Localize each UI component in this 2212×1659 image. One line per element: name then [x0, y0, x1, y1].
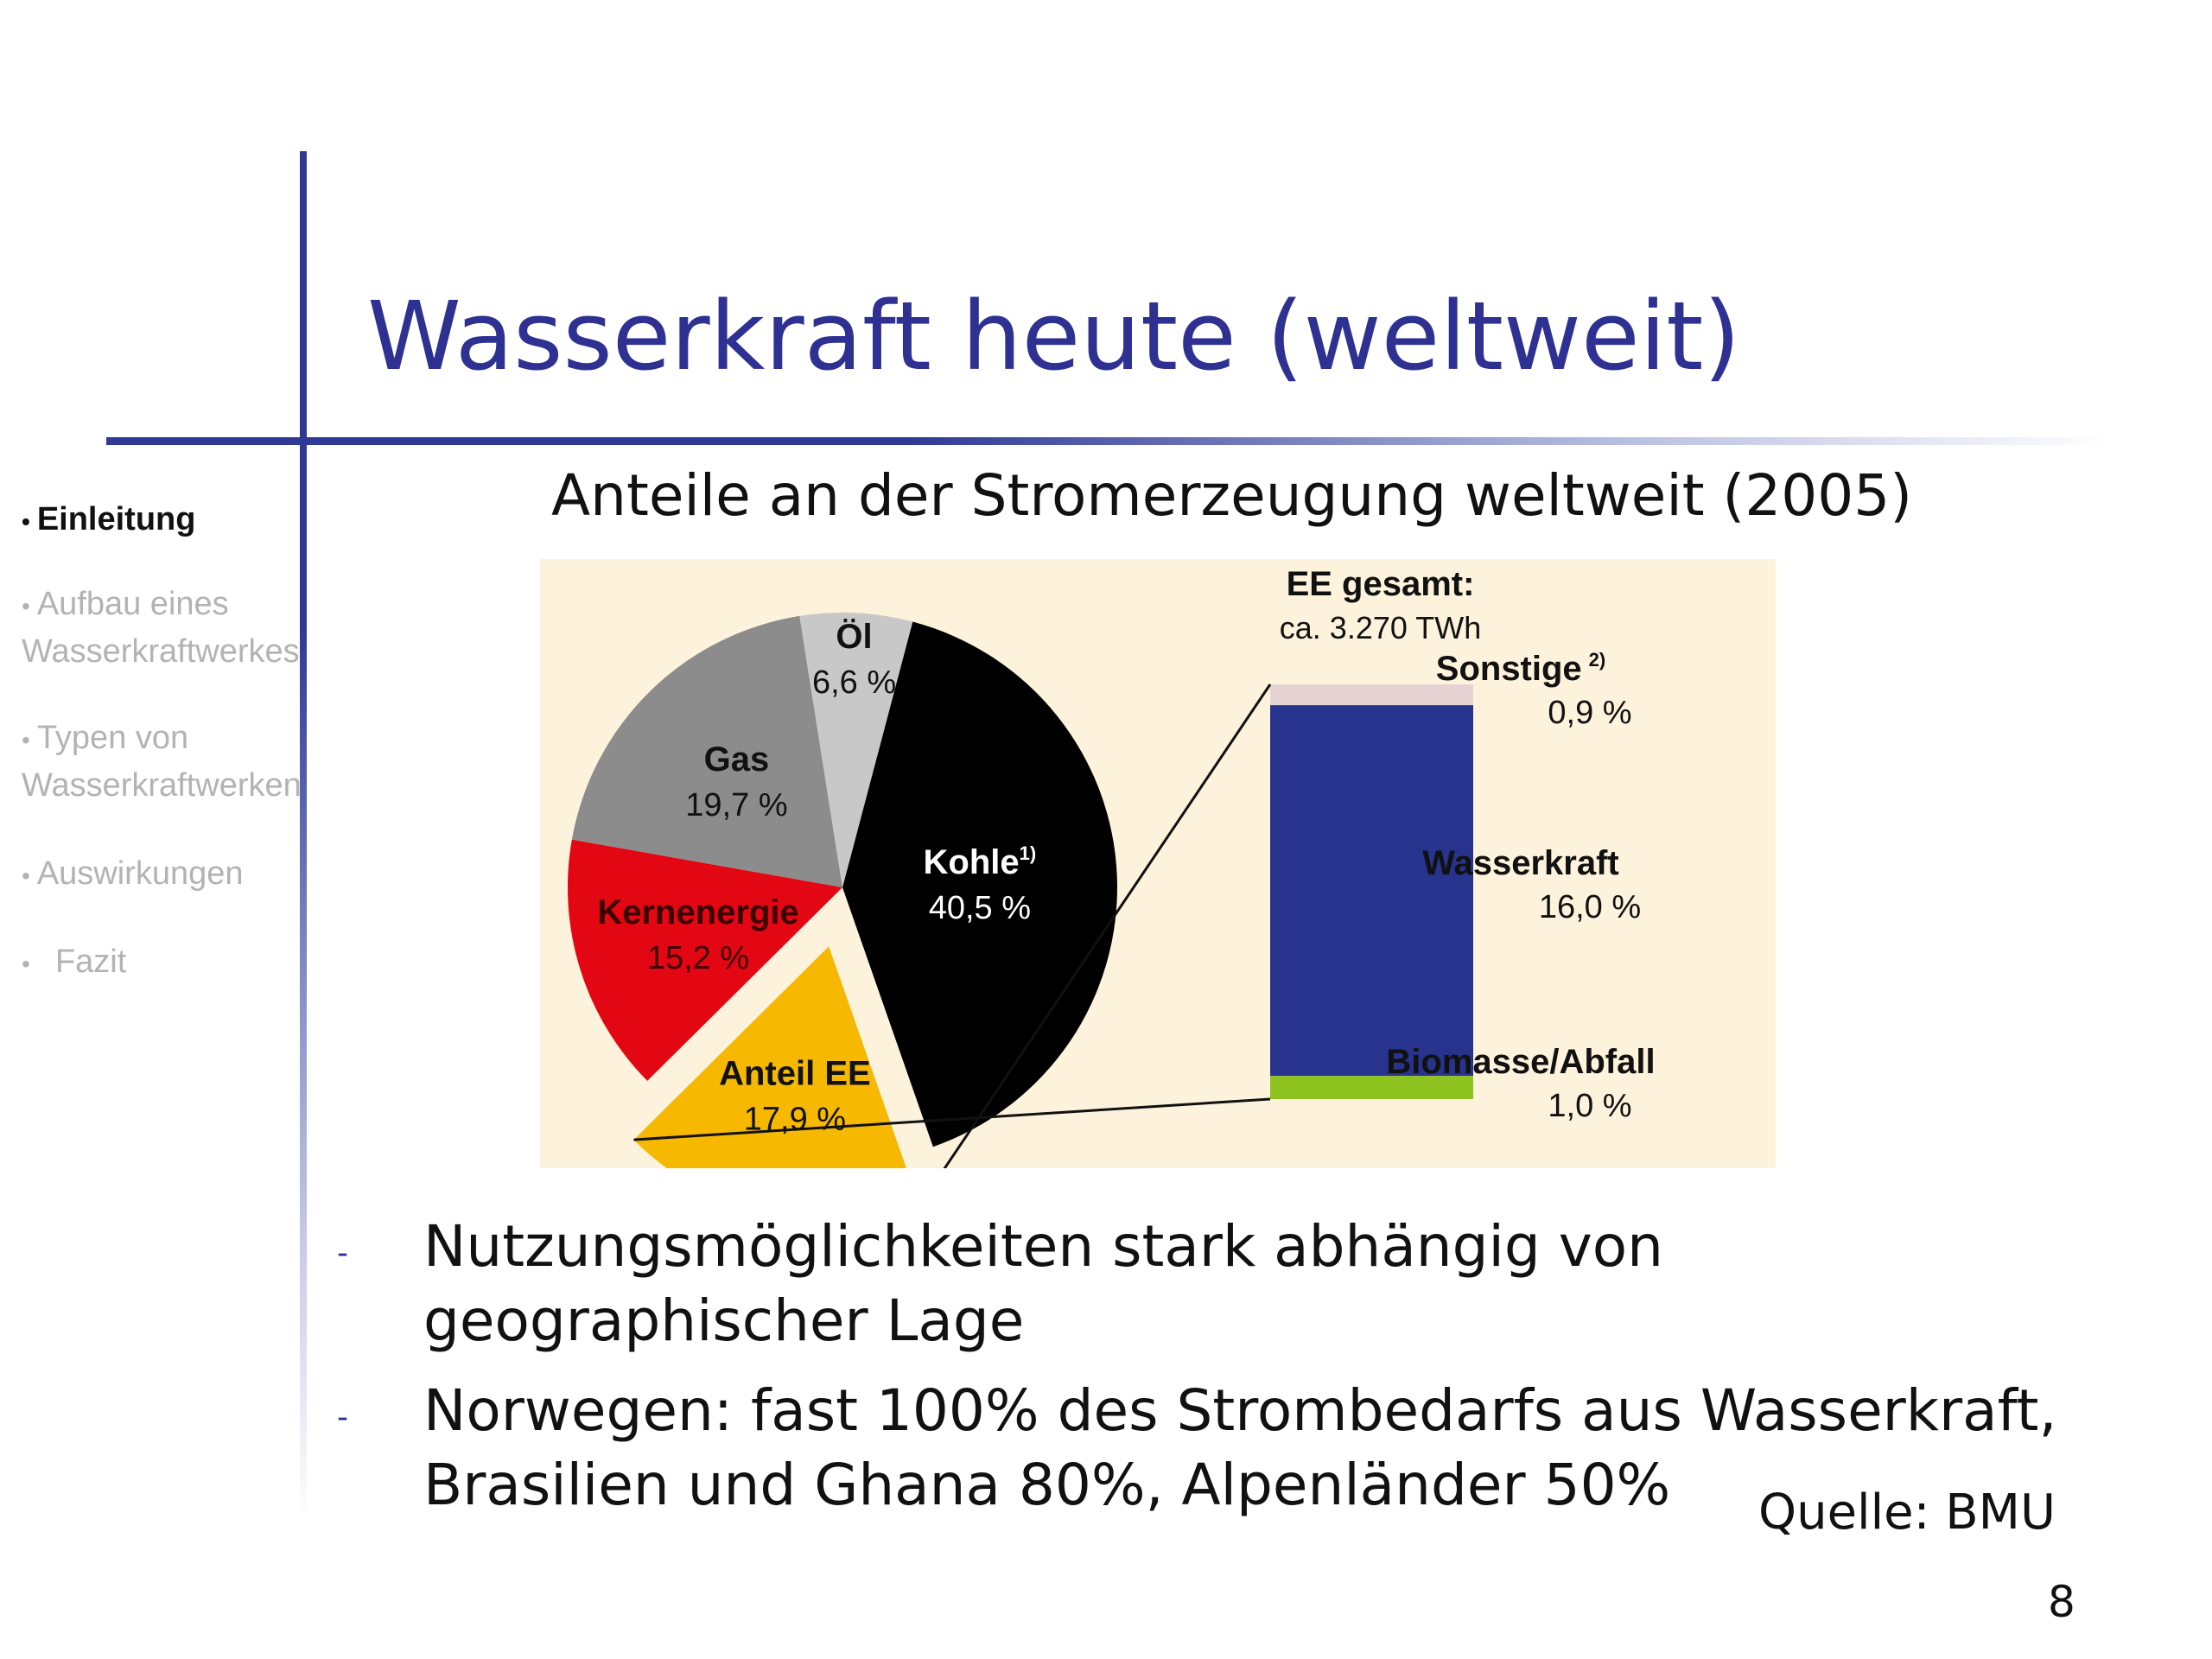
pie-slice-gas	[571, 615, 842, 887]
bullet-icon: •	[22, 727, 30, 753]
page-number: 8	[2048, 1577, 2075, 1627]
nav-label-line2: Wasserkraftwerkes	[22, 633, 300, 670]
bullet-icon: •	[22, 593, 30, 620]
bullet-line: Norwegen: fast 100% des Strombedarfs aus…	[423, 1377, 2057, 1444]
chart-heading: Anteile an der Stromerzeugung weltweit (…	[551, 462, 1913, 529]
bar-segment-biomasse-abfall	[1270, 1076, 1473, 1099]
slice-label-kernenergie: Kernenergie	[597, 893, 798, 931]
nav-item-aufbau[interactable]: • Aufbau eines Wasserkraftwerkes	[22, 582, 300, 674]
slice-value-gas: 19,7 %	[685, 787, 787, 823]
pie-slice-anteil-ee	[633, 946, 906, 1168]
bullet-line: Nutzungsmöglichkeiten stark abhängig von	[423, 1213, 1663, 1280]
bullet-text: Nutzungsmöglichkeiten stark abhängig von…	[423, 1210, 1663, 1358]
nav-item-einleitung[interactable]: • Einleitung	[22, 497, 195, 544]
slice-label-kohle: Kohle1)	[924, 842, 1037, 881]
vertical-divider-line	[300, 151, 307, 1521]
slice-label-öl: Öl	[836, 617, 872, 656]
breakdown-title: EE gesamt:	[1287, 565, 1475, 603]
segment-label-biomasse-abfall: Biomasse/Abfall	[1386, 1043, 1655, 1081]
segment-label-wasserkraft: Wasserkraft	[1422, 844, 1619, 882]
nav-label-line2: Wasserkraftwerken	[22, 767, 302, 804]
nav-label-line1: Aufbau eines	[36, 586, 229, 622]
nav-label-line1: Typen von	[36, 720, 189, 756]
slice-value-öl: 6,6 %	[812, 664, 896, 701]
pie-slice-kernenergie	[568, 839, 842, 1081]
source-note: Quelle: BMU	[1758, 1484, 2056, 1541]
nav-item-typen[interactable]: • Typen von Wasserkraftwerken	[22, 715, 302, 808]
chart-panel: Kohle1) 40,5 % Anteil EE 17,9 % Kernenergie 1…	[540, 559, 1776, 1168]
nav-label: Fazit	[54, 944, 127, 980]
dash-marker: -	[337, 1400, 348, 1435]
nav-item-auswirkungen[interactable]: • Auswirkungen	[22, 851, 244, 899]
slice-label-anteil-ee: Anteil EE	[719, 1055, 871, 1093]
bullet-icon: •	[22, 508, 30, 535]
segment-value-sonstige: 0,9 %	[1548, 695, 1631, 731]
pie-slice-öl	[799, 613, 913, 887]
horizontal-divider-line	[106, 437, 2111, 445]
bullet-line: geographischer Lage	[423, 1287, 1025, 1354]
bar-segment-wasserkraft	[1270, 705, 1473, 1077]
slice-value-kernenergie: 15,2 %	[647, 940, 749, 976]
slide-title: Wasserkraft heute (weltweit)	[367, 281, 1741, 391]
nav-item-fazit[interactable]: • Fazit	[22, 939, 126, 987]
slice-value-kohle: 40,5 %	[929, 890, 1031, 926]
bullet-icon: •	[22, 862, 30, 889]
nav-label: Auswirkungen	[36, 855, 244, 892]
bar-segment-sonstige	[1270, 684, 1473, 706]
connector-line-bottom	[633, 1097, 1271, 1141]
breakdown-total: ca. 3.270 TWh	[1280, 610, 1481, 645]
bullet-icon: •	[22, 950, 30, 977]
dash-marker: -	[337, 1236, 348, 1271]
segment-value-biomasse-abfall: 1,0 %	[1548, 1088, 1631, 1124]
slice-footnote: 1)	[1020, 842, 1037, 864]
nav-label: Einleitung	[36, 501, 196, 537]
segment-footnote: 2)	[1589, 649, 1606, 671]
segment-label-sonstige: Sonstige 2)	[1436, 649, 1605, 688]
bullet-line: Brasilien und Ghana 80%, Alpenländer 50%	[423, 1452, 1671, 1518]
slice-label-gas: Gas	[704, 741, 770, 779]
bullet-text: Norwegen: fast 100% des Strombedarfs aus…	[423, 1374, 2057, 1522]
segment-value-wasserkraft: 16,0 %	[1539, 889, 1641, 925]
